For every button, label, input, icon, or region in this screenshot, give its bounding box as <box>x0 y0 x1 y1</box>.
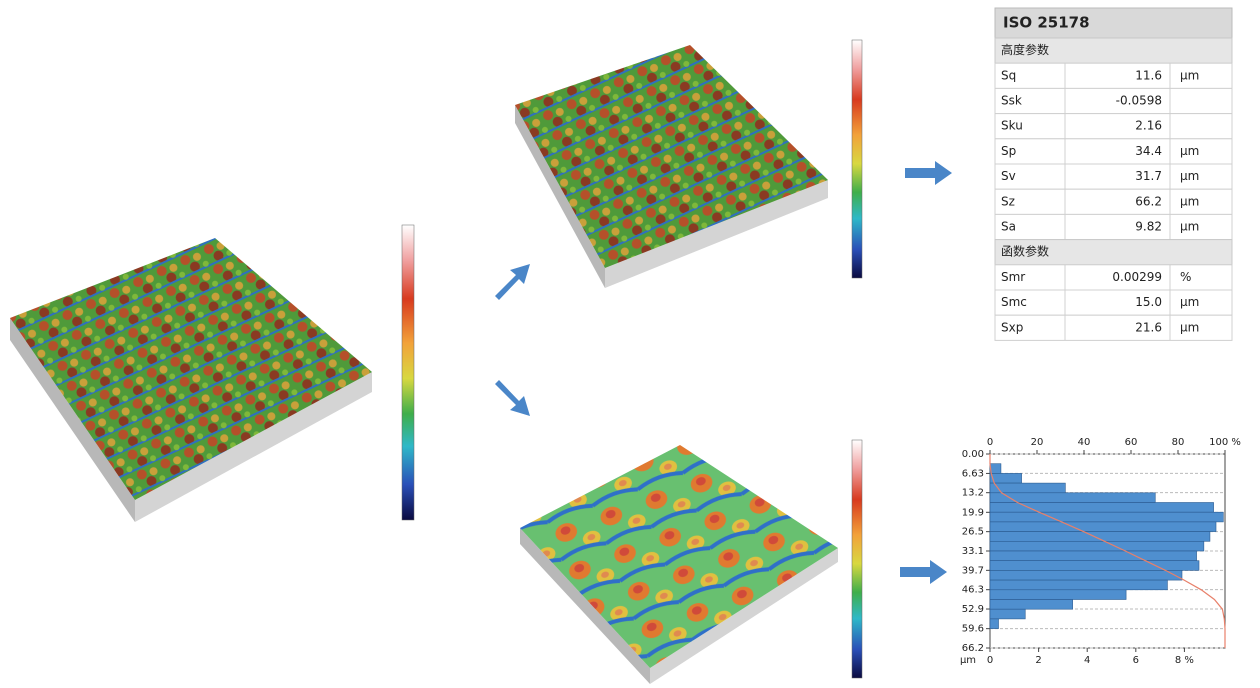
param-value: 11.6 <box>1135 68 1162 82</box>
section-title: 函数参数 <box>1001 244 1049 259</box>
x-tick-label: 8 % <box>1175 655 1194 666</box>
bar <box>990 600 1073 610</box>
x2-tick-label: 20 <box>1031 437 1044 448</box>
surface-3d <box>520 445 838 668</box>
bar <box>990 512 1223 522</box>
x2-tick-label: 60 <box>1125 437 1138 448</box>
histogram: 0.00 6.63 13.2 19.9 26.5 33.1 39.7 46.3 52.9 59.6… <box>960 437 1241 666</box>
bar <box>990 532 1210 542</box>
param-name: Ssk <box>1001 94 1022 108</box>
x-tick-label: 2 <box>1035 655 1041 666</box>
param-unit: µm <box>1180 220 1199 234</box>
y-tick-label: 46.3 <box>962 585 984 596</box>
bar <box>990 561 1199 571</box>
scene: ISO 25178 高度参数 Sq 11.6 µm Ssk -0.0598 Sku 2.16 Sp… <box>0 0 1260 684</box>
param-unit: µm <box>1180 68 1199 82</box>
x2-tick-label: 100 % <box>1209 437 1241 448</box>
table-row <box>995 88 1232 113</box>
bar <box>990 580 1167 590</box>
param-name: Smr <box>1001 270 1025 284</box>
bar <box>990 619 999 629</box>
param-name: Smc <box>1001 295 1027 309</box>
y-axis-label: µm <box>960 655 976 666</box>
param-name: Sq <box>1001 68 1016 82</box>
bar <box>990 570 1182 580</box>
param-value: 0.00299 <box>1112 270 1162 284</box>
param-name: Sz <box>1001 194 1015 208</box>
table-title: ISO 25178 <box>1003 14 1090 32</box>
bar <box>990 473 1022 483</box>
arrow <box>900 560 947 584</box>
x-tick-label: 6 <box>1133 655 1139 666</box>
param-unit: % <box>1180 270 1191 284</box>
y-tick-label: 13.2 <box>962 488 984 499</box>
color-bar <box>402 225 414 520</box>
table-row <box>995 114 1232 139</box>
color-bar <box>852 40 862 278</box>
x2-tick-label: 40 <box>1078 437 1091 448</box>
bar <box>990 590 1126 600</box>
param-name: Sv <box>1001 169 1016 183</box>
param-value: 34.4 <box>1135 144 1162 158</box>
y-tick-label: 19.9 <box>962 507 984 518</box>
x2-tick-label: 0 <box>987 437 993 448</box>
param-name: Sp <box>1001 144 1016 158</box>
x-tick-label: 0 <box>987 655 993 666</box>
y-tick-label: 26.5 <box>962 527 984 538</box>
bar <box>990 464 1001 474</box>
param-unit: µm <box>1180 144 1199 158</box>
y-tick-label: 66.2 <box>962 643 984 654</box>
color-bar <box>852 440 862 678</box>
x2-tick-label: 80 <box>1172 437 1185 448</box>
param-value: 15.0 <box>1135 295 1162 309</box>
page: ISO 25178 高度参数 Sq 11.6 µm Ssk -0.0598 Sku 2.16 Sp… <box>0 0 1260 688</box>
y-tick-label: 39.7 <box>962 565 984 576</box>
param-unit: µm <box>1180 169 1199 183</box>
bar <box>990 522 1216 532</box>
bar <box>990 503 1214 513</box>
bar <box>990 609 1025 619</box>
surface-3d <box>515 45 828 268</box>
param-value: 31.7 <box>1135 169 1162 183</box>
param-unit: µm <box>1180 194 1199 208</box>
section-title: 高度参数 <box>1001 42 1049 57</box>
surface-3d <box>10 238 372 500</box>
parameter-table: ISO 25178 高度参数 Sq 11.6 µm Ssk -0.0598 Sku 2.16 Sp… <box>995 8 1232 340</box>
bar <box>990 483 1065 493</box>
param-value: -0.0598 <box>1116 94 1162 108</box>
arrow <box>495 380 530 416</box>
y-tick-label: 33.1 <box>962 546 984 557</box>
param-name: Sa <box>1001 220 1016 234</box>
param-value: 9.82 <box>1135 220 1162 234</box>
arrow <box>495 264 530 300</box>
y-tick-label: 59.6 <box>962 624 984 635</box>
param-name: Sku <box>1001 119 1023 133</box>
x-tick-label: 4 <box>1084 655 1090 666</box>
param-value: 2.16 <box>1135 119 1162 133</box>
y-tick-label: 0.00 <box>962 449 984 460</box>
param-name: Sxp <box>1001 320 1023 334</box>
y-tick-label: 52.9 <box>962 604 984 615</box>
param-value: 21.6 <box>1135 320 1162 334</box>
bar <box>990 541 1204 551</box>
param-unit: µm <box>1180 295 1199 309</box>
y-tick-label: 6.63 <box>962 468 984 479</box>
bar <box>990 551 1197 561</box>
param-unit: µm <box>1180 320 1199 334</box>
param-value: 66.2 <box>1135 194 1162 208</box>
arrow <box>905 161 952 185</box>
